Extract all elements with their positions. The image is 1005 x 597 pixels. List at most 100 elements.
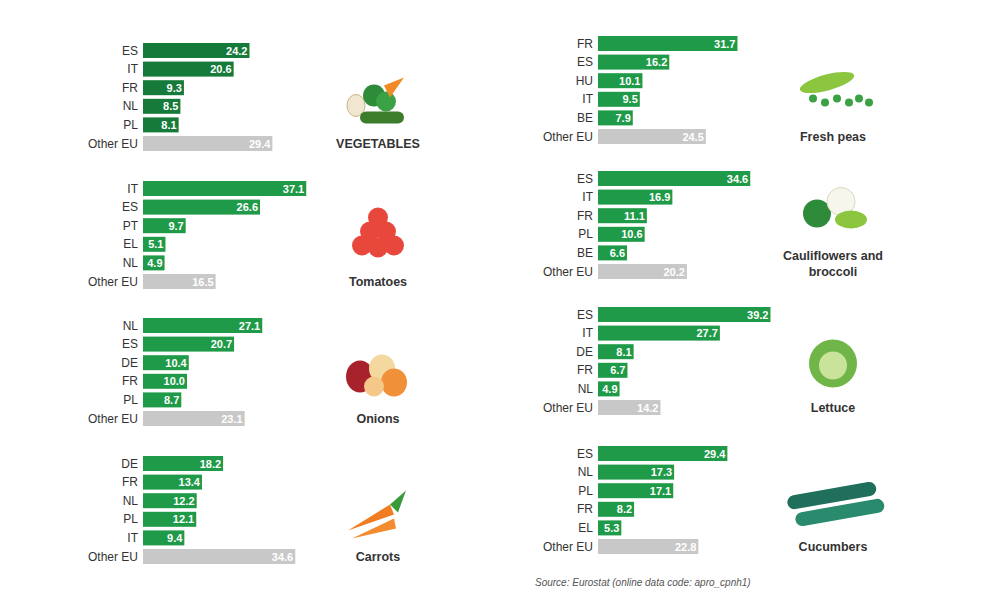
data-label: 9.4	[167, 532, 183, 544]
bar	[598, 92, 640, 107]
data-label: 16.9	[649, 191, 670, 203]
category-label: IT	[582, 92, 593, 106]
data-label: 13.4	[179, 476, 201, 488]
bar	[143, 374, 187, 389]
panel: FR31.7ES16.2HU10.1IT9.5BE7.9Other EU24.5…	[543, 36, 873, 144]
data-label: 18.2	[200, 458, 221, 470]
bar	[143, 475, 202, 490]
category-label: IT	[582, 326, 593, 340]
panel-title: Onions	[356, 412, 399, 426]
category-label: PL	[578, 227, 593, 241]
icon-shape	[865, 99, 873, 107]
data-label: 4.9	[602, 383, 617, 395]
data-label: 27.1	[239, 320, 260, 332]
category-label: NL	[123, 256, 139, 270]
category-label: DE	[121, 457, 138, 471]
icon-shape	[798, 68, 856, 98]
icon-shape	[833, 95, 841, 103]
category-label: Other EU	[88, 137, 138, 151]
category-label: HU	[576, 74, 593, 88]
data-label: 31.7	[714, 38, 735, 50]
panel: IT37.1ES26.6PT9.7EL5.1NL4.9Other EU16.5T…	[88, 181, 407, 289]
icon-shape	[821, 99, 829, 107]
category-label: IT	[127, 62, 138, 76]
data-label: 8.1	[616, 346, 631, 358]
bar	[143, 136, 272, 151]
icon	[798, 68, 873, 107]
panel: ES24.2IT20.6FR9.3NL8.5PL8.1Other EU29.4V…	[88, 43, 420, 151]
data-label: 29.4	[704, 448, 726, 460]
data-label: 10.4	[165, 357, 187, 369]
panel-title: Tomatoes	[349, 275, 407, 289]
category-label: ES	[577, 308, 593, 322]
bar	[598, 245, 627, 260]
bar	[598, 520, 621, 535]
source-note: Source: Eurostat (online data code: apro…	[535, 577, 751, 588]
bar	[598, 208, 647, 223]
panel-title: Lettuce	[811, 401, 856, 415]
category-label: ES	[122, 200, 138, 214]
category-label: EL	[578, 521, 593, 535]
bar	[598, 110, 633, 125]
bar	[143, 218, 186, 233]
bar	[598, 36, 737, 51]
category-label: BE	[577, 246, 593, 260]
category-label: FR	[577, 363, 593, 377]
data-label: 4.9	[147, 257, 162, 269]
panel-title: Cauliflowers andbroccoli	[783, 249, 883, 279]
bar	[598, 465, 674, 480]
icon	[346, 355, 407, 397]
data-label: 5.3	[604, 522, 619, 534]
bar	[143, 530, 184, 545]
bar	[143, 181, 306, 196]
data-label: 24.5	[682, 131, 703, 143]
data-label: 8.5	[163, 100, 178, 112]
panel-title: Carrots	[356, 550, 401, 564]
category-label: FR	[122, 374, 138, 388]
icon	[786, 481, 885, 527]
icon-shape	[381, 369, 407, 397]
data-label: 20.7	[211, 338, 232, 350]
icon-shape	[360, 112, 404, 124]
bar	[143, 62, 234, 77]
category-label: IT	[582, 190, 593, 204]
bar	[598, 326, 720, 341]
icon	[347, 78, 404, 124]
bar	[143, 237, 165, 252]
bar	[143, 493, 197, 508]
icon-shape	[855, 95, 863, 103]
bar	[143, 337, 234, 352]
data-label: 17.1	[650, 485, 671, 497]
data-label: 9.7	[168, 220, 183, 232]
data-label: 11.1	[624, 210, 645, 222]
bar	[598, 55, 669, 70]
icon	[348, 491, 406, 539]
bar	[143, 200, 260, 215]
category-label: Other EU	[88, 275, 138, 289]
bar	[143, 392, 181, 407]
title-line: Cauliflowers and	[783, 249, 883, 263]
data-label: 34.6	[727, 173, 748, 185]
bar	[143, 355, 189, 370]
data-label: 6.6	[610, 247, 625, 259]
category-label: EL	[123, 237, 138, 251]
bar	[598, 307, 770, 322]
data-label: 22.8	[675, 541, 696, 553]
panel: DE18.2FR13.4NL12.2PL12.1IT9.4Other EU34.…	[88, 456, 406, 564]
bar	[143, 255, 165, 270]
category-label: PL	[123, 393, 138, 407]
data-label: 24.2	[226, 45, 247, 57]
data-label: 10.0	[164, 375, 185, 387]
category-label: PL	[123, 512, 138, 526]
bar	[598, 344, 634, 359]
data-label: 12.1	[173, 513, 194, 525]
icon	[352, 208, 404, 258]
chart-page: ES24.2IT20.6FR9.3NL8.5PL8.1Other EU29.4V…	[0, 0, 1005, 597]
data-label: 20.2	[663, 266, 684, 278]
data-label: 7.9	[615, 112, 630, 124]
data-label: 8.7	[164, 394, 179, 406]
icon-shape	[390, 491, 406, 513]
category-label: DE	[121, 356, 138, 370]
data-label: 16.2	[646, 56, 667, 68]
category-label: IT	[127, 531, 138, 545]
